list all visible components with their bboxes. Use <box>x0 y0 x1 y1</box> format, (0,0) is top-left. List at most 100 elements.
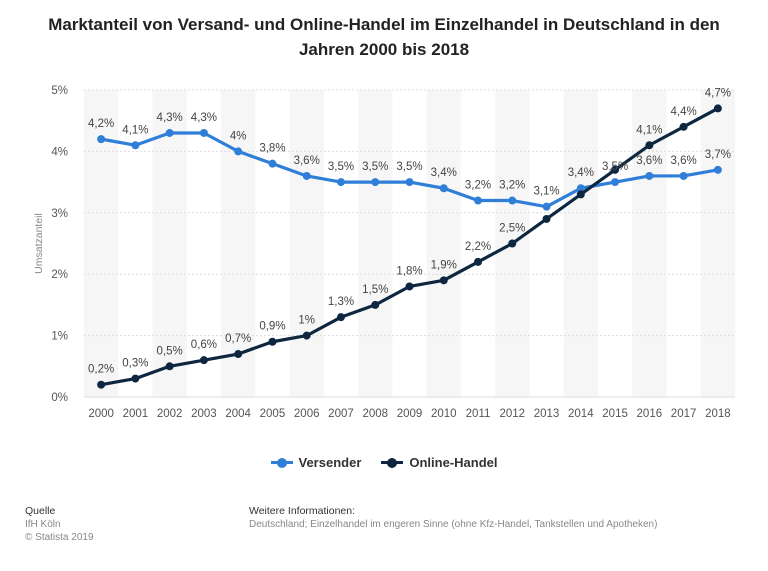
data-label: 3,2% <box>465 180 491 192</box>
x-tick-label: 2000 <box>88 408 114 420</box>
data-labels: 4,2% 4,1% 4,3% 4,3% 4% 3,8% 3,6% 3,5% 3,5% 3,5% 3,… <box>88 87 731 375</box>
legend-item-versender[interactable]: Versender <box>270 455 361 470</box>
background-band <box>289 90 324 397</box>
data-point <box>405 282 414 291</box>
data-point <box>165 362 174 371</box>
x-tick-label: 2017 <box>671 408 697 420</box>
data-label: 0,2% <box>88 364 114 376</box>
data-point <box>439 276 448 285</box>
source-title: Quelle <box>25 505 56 517</box>
data-point <box>234 350 243 359</box>
x-tick-label: 2018 <box>705 408 731 420</box>
data-point <box>611 178 620 187</box>
y-tick-label: 5% <box>51 85 68 97</box>
data-point <box>439 184 448 193</box>
data-point <box>713 165 722 174</box>
legend-swatch-icon <box>270 457 293 468</box>
data-point <box>508 239 517 248</box>
data-label: 0,3% <box>122 358 148 370</box>
data-point <box>576 184 585 193</box>
background-band <box>221 90 256 397</box>
data-label: 1,8% <box>396 265 422 277</box>
data-label: 0,7% <box>225 333 251 345</box>
data-point <box>302 171 311 180</box>
data-point <box>542 214 551 223</box>
legend-item-online-handel[interactable]: Online-Handel <box>381 455 498 470</box>
y-tick-label: 2% <box>51 269 68 281</box>
data-label: 0,6% <box>191 339 217 351</box>
source-info: Quelle IfH Köln © Statista 2019 <box>25 505 94 544</box>
data-point <box>131 374 140 383</box>
x-tick-label: 2012 <box>499 408 525 420</box>
chart-title: Marktanteil von Versand- und Online-Hand… <box>48 15 720 59</box>
data-point <box>268 337 277 346</box>
data-label: 4,4% <box>670 106 696 118</box>
data-label: 3,6% <box>636 155 662 167</box>
y-axis-ticks: 0% 1% 2% 3% 4% 5% <box>51 85 68 404</box>
data-label: 3,8% <box>259 143 285 155</box>
background-band <box>632 90 667 397</box>
series-group <box>97 104 722 389</box>
data-label: 3,2% <box>499 180 525 192</box>
x-tick-label: 2004 <box>225 408 251 420</box>
data-point <box>199 128 208 137</box>
data-label: 3,1% <box>533 186 559 198</box>
data-point <box>576 190 585 199</box>
y-tick-label: 0% <box>51 392 68 404</box>
data-label: 0,5% <box>157 345 183 357</box>
background-band <box>563 90 598 397</box>
x-axis-ticks: 2000 2001 2002 2003 2004 2005 2006 2007 2008 2009… <box>88 408 730 420</box>
info-text: Deutschland; Einzelhandel im engeren Sin… <box>249 519 658 530</box>
data-point <box>336 313 345 322</box>
legend-swatch-icon <box>381 457 404 468</box>
x-tick-label: 2013 <box>534 408 560 420</box>
data-label: 4,3% <box>157 112 183 124</box>
data-label: 3,7% <box>705 149 731 161</box>
legend: Versender Online-Handel <box>0 455 768 470</box>
data-point <box>645 171 654 180</box>
data-point <box>97 135 106 144</box>
y-axis-label: Umsatzanteil <box>33 213 45 274</box>
data-point <box>97 380 106 389</box>
data-label: 3,6% <box>670 155 696 167</box>
source-line[interactable]: IfH Köln <box>25 519 61 530</box>
line-chart: 0%1%2%3%4%5% 2000 2001 2002 2003 2004 2005 200… <box>33 85 735 420</box>
y-tick-label: 1% <box>51 331 68 343</box>
x-tick-label: 2001 <box>123 408 149 420</box>
data-label: 2,5% <box>499 223 525 235</box>
y-tick-label: 4% <box>51 146 68 158</box>
data-label: 4,2% <box>88 118 114 130</box>
background-band <box>426 90 461 397</box>
x-tick-label: 2014 <box>568 408 594 420</box>
y-tick-label: 3% <box>51 208 68 220</box>
x-tick-label: 2016 <box>637 408 663 420</box>
background-band <box>700 90 735 397</box>
copyright-line[interactable]: © Statista 2019 <box>25 532 94 543</box>
data-point <box>131 141 140 150</box>
additional-info: Weitere Informationen: Deutschland; Einz… <box>249 505 657 531</box>
data-point <box>679 122 688 131</box>
legend-label: Online-Handel <box>409 455 498 470</box>
data-point <box>679 171 688 180</box>
data-point <box>302 331 311 340</box>
data-label: 3,5% <box>328 161 354 173</box>
x-tick-label: 2015 <box>602 408 628 420</box>
data-point <box>645 141 654 150</box>
data-label: 4,7% <box>705 87 731 99</box>
x-tick-label: 2009 <box>397 408 423 420</box>
data-point <box>234 147 243 156</box>
info-title: Weitere Informationen: <box>249 505 356 517</box>
background-band <box>358 90 393 397</box>
x-tick-label: 2008 <box>362 408 388 420</box>
data-label: 1% <box>298 315 315 327</box>
data-point <box>371 178 380 187</box>
data-label: 4,1% <box>636 124 662 136</box>
data-point <box>474 196 483 205</box>
data-point <box>336 178 345 187</box>
data-point <box>542 202 551 211</box>
x-tick-label: 2005 <box>260 408 286 420</box>
data-label: 1,3% <box>328 296 354 308</box>
data-label: 1,5% <box>362 284 388 296</box>
data-label: 1,9% <box>431 259 457 271</box>
data-label: 0,9% <box>259 321 285 333</box>
